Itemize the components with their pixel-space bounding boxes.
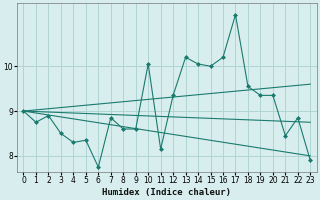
X-axis label: Humidex (Indice chaleur): Humidex (Indice chaleur) (102, 188, 231, 197)
